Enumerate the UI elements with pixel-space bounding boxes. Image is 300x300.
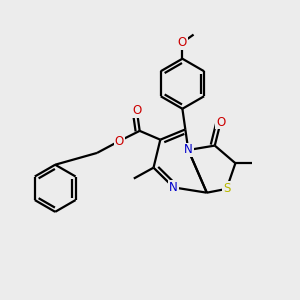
Text: O: O xyxy=(178,36,187,49)
Text: O: O xyxy=(132,104,141,117)
Text: N: N xyxy=(169,181,178,194)
Text: S: S xyxy=(223,182,230,195)
Text: O: O xyxy=(216,116,225,128)
Text: O: O xyxy=(115,135,124,148)
Text: N: N xyxy=(184,143,193,157)
